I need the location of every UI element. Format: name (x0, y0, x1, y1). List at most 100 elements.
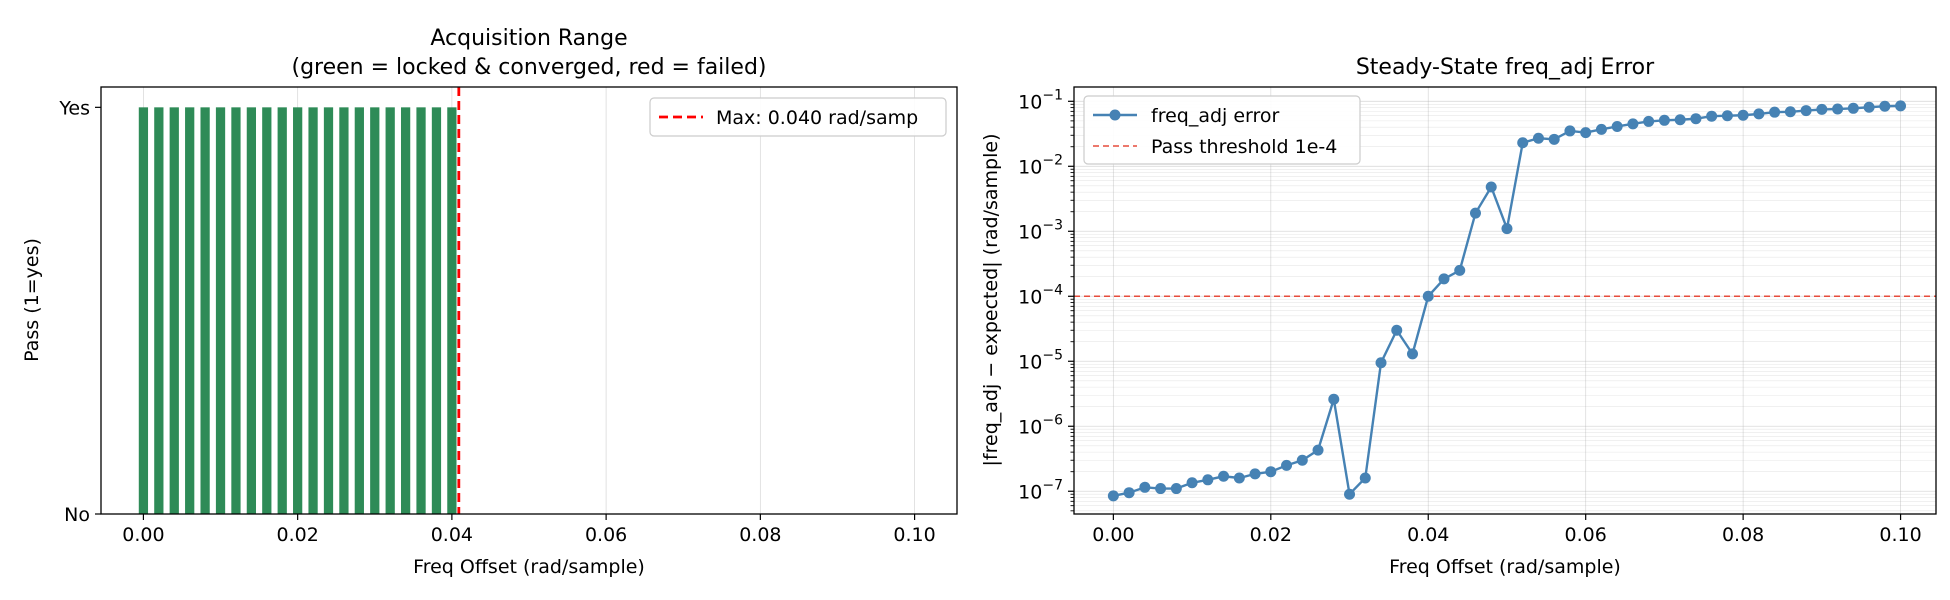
bar (138, 107, 149, 514)
acquisition-range-chart: Acquisition Range (green = locked & conv… (21, 26, 958, 578)
data-point (1879, 100, 1891, 112)
legend-dot-icon (1109, 109, 1121, 121)
data-point (1249, 468, 1261, 480)
x-tick-label: 0.04 (431, 524, 473, 546)
x-tick-label: 0.08 (739, 524, 781, 546)
series-points (1107, 100, 1907, 502)
data-point (1721, 110, 1733, 122)
data-point (1469, 207, 1481, 219)
bar (277, 107, 287, 514)
data-point (1123, 487, 1135, 499)
bar (400, 107, 411, 514)
y-axis-label: |freq_adj − expected| (rad/sample) (980, 134, 1002, 467)
y-axis-ticks: No Yes (58, 97, 101, 526)
data-point (1737, 109, 1749, 121)
y-axis-label: Pass (1=yes) (21, 238, 43, 362)
x-axis-ticks: 0.00 0.02 0.04 0.06 0.08 0.10 (1092, 514, 1922, 546)
data-point (1548, 133, 1560, 145)
bar (447, 107, 457, 514)
x-axis-label: Freq Offset (rad/sample) (413, 556, 645, 578)
y-tick-label: 10−4 (1018, 282, 1063, 308)
data-point (1296, 454, 1308, 466)
data-point (1517, 137, 1529, 149)
bar (354, 107, 364, 514)
x-axis-ticks: 0.00 0.02 0.04 0.06 0.08 0.10 (122, 514, 936, 546)
x-tick-label: 0.04 (1407, 524, 1449, 546)
chart-subtitle: (green = locked & converged, red = faile… (292, 55, 767, 80)
bar (169, 107, 179, 514)
data-point (1658, 114, 1670, 126)
bar (185, 107, 195, 514)
y-tick-label: 10−2 (1018, 152, 1063, 178)
data-point (1139, 481, 1151, 493)
data-point (1375, 357, 1387, 369)
chart-title: Steady-State freq_adj Error (1356, 55, 1655, 80)
y-tick-label: No (64, 504, 90, 526)
bar (293, 107, 303, 514)
data-point (1643, 115, 1655, 127)
data-point (1186, 477, 1198, 489)
bar (246, 107, 257, 514)
data-point (1863, 101, 1875, 113)
x-tick-label: 0.00 (122, 524, 164, 546)
data-point (1233, 472, 1245, 484)
data-point (1218, 470, 1230, 482)
y-tick-label: 10−7 (1018, 477, 1063, 503)
data-point (1107, 490, 1119, 502)
data-point (1564, 125, 1576, 137)
bars (138, 107, 457, 514)
x-axis-label: Freq Offset (rad/sample) (1389, 556, 1621, 578)
legend-box (649, 97, 947, 137)
data-point (1485, 181, 1497, 193)
data-point (1690, 113, 1702, 125)
y-tick-label: 10−3 (1018, 217, 1063, 243)
data-point (1895, 100, 1907, 112)
bar (323, 107, 334, 514)
data-point (1706, 110, 1718, 122)
legend-label: Max: 0.040 rad/samp (716, 107, 918, 129)
y-tick-label: 10−6 (1018, 412, 1063, 438)
data-point (1407, 348, 1419, 360)
data-point (1170, 483, 1182, 495)
legend: Max: 0.040 rad/samp (649, 97, 947, 137)
data-point (1312, 444, 1324, 456)
bar (370, 107, 380, 514)
data-point (1454, 264, 1466, 276)
data-point (1328, 393, 1340, 405)
bar (416, 107, 426, 514)
x-tick-label: 0.06 (1565, 524, 1607, 546)
data-point (1391, 324, 1403, 336)
y-tick-label: Yes (58, 97, 90, 119)
data-point (1359, 472, 1371, 484)
legend-label-series: freq_adj error (1151, 105, 1280, 127)
data-point (1769, 106, 1781, 118)
legend: freq_adj error Pass threshold 1e-4 (1083, 95, 1361, 165)
plot-frame (100, 86, 958, 515)
y-tick-label: 10−1 (1018, 87, 1063, 113)
freq-adj-error-chart: Steady-State freq_adj Error 0.00 0.02 0.04… (980, 55, 1937, 578)
grid (143, 87, 915, 514)
data-point (1422, 290, 1434, 302)
data-point (1344, 488, 1356, 500)
data-point (1281, 459, 1293, 471)
data-point (1501, 223, 1513, 235)
data-point (1800, 105, 1812, 117)
y-axis-ticks: 10−7 10−6 10−5 10−4 10−3 10−2 10−1 (1018, 87, 1074, 512)
data-point (1753, 108, 1765, 120)
bar (308, 107, 318, 514)
data-point (1595, 123, 1607, 135)
plot-frame (1073, 86, 1937, 515)
data-point (1580, 127, 1592, 139)
y-tick-label: 10−5 (1018, 347, 1063, 373)
bar (154, 107, 164, 514)
data-point (1816, 103, 1828, 115)
bar (231, 107, 241, 514)
bar (262, 107, 272, 514)
x-tick-label: 0.10 (1879, 524, 1921, 546)
data-point (1532, 132, 1544, 144)
bar (339, 107, 349, 514)
chart-title: Acquisition Range (430, 26, 627, 51)
x-tick-label: 0.02 (276, 524, 318, 546)
data-point (1265, 466, 1277, 478)
bar (385, 107, 395, 514)
